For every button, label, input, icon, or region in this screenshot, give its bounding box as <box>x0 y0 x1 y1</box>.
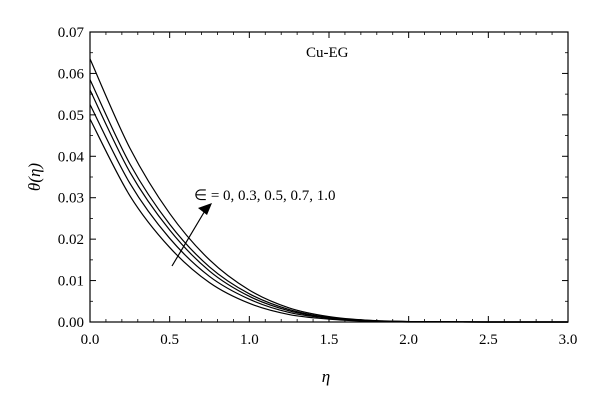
y-tick-labels: 0.00 0.01 0.02 0.03 0.04 0.05 0.06 0.07 <box>58 25 85 331</box>
x-tick-label: 2.0 <box>399 332 418 348</box>
x-tick-label: 2.5 <box>479 332 498 348</box>
y-tick-label: 0.00 <box>58 315 84 331</box>
tick-marks <box>89 31 569 323</box>
y-tick-label: 0.06 <box>58 66 85 82</box>
y-tick-label: 0.07 <box>58 25 85 41</box>
x-tick-labels: 0.0 0.5 1.0 1.5 2.0 2.5 3.0 <box>81 332 578 348</box>
series-curves <box>89 58 568 323</box>
parameter-arrow-line <box>171 208 207 267</box>
series-line-5 <box>89 58 568 323</box>
x-axis-label: η <box>322 367 330 386</box>
x-tick-label: 0.5 <box>160 332 179 348</box>
y-tick-label: 0.03 <box>58 191 84 207</box>
x-tick-label: 0.0 <box>81 332 100 348</box>
y-tick-label: 0.02 <box>58 232 84 248</box>
y-tick-label: 0.01 <box>58 274 84 290</box>
x-tick-label: 1.0 <box>240 332 259 348</box>
y-tick-label: 0.05 <box>58 108 84 124</box>
y-tick-label: 0.04 <box>58 149 85 165</box>
fluid-label: Cu-EG <box>306 45 349 61</box>
x-tick-label: 1.5 <box>320 332 339 348</box>
parameter-label: ∈ = 0, 0.3, 0.5, 0.7, 1.0 <box>194 188 336 204</box>
parameter-arrow-head <box>198 203 212 215</box>
y-axis-label: θ(η) <box>25 163 44 191</box>
plot-frame <box>89 31 569 323</box>
x-tick-label: 3.0 <box>559 332 578 348</box>
series-line-3 <box>89 89 568 323</box>
